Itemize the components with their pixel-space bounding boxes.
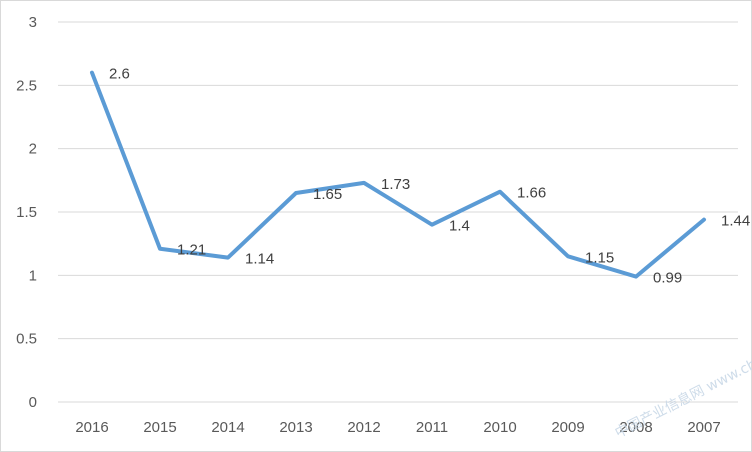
data-label: 2.6 xyxy=(109,66,130,83)
x-tick-label: 2009 xyxy=(551,419,584,436)
data-label: 1.44 xyxy=(721,213,750,230)
x-tick-label: 2007 xyxy=(687,419,720,436)
data-label: 1.4 xyxy=(449,218,470,235)
x-tick-label: 2010 xyxy=(483,419,516,436)
x-tick-label: 2016 xyxy=(75,419,108,436)
x-tick-label: 2012 xyxy=(347,419,380,436)
series-line xyxy=(90,70,706,279)
y-tick-label: 2.5 xyxy=(16,77,37,94)
x-tick-label: 2011 xyxy=(416,419,448,436)
y-tick-label: 1 xyxy=(29,267,37,284)
y-tick-label: 0 xyxy=(29,394,37,411)
data-label: 1.73 xyxy=(381,176,410,193)
data-labels: 2.6 1.21 1.14 1.65 1.73 1.4 1.66 1.15 0.99 1.44 xyxy=(109,66,750,287)
x-axis-ticks: 2016 2015 2014 2013 2012 2011 2010 2009 2008 2007 xyxy=(75,419,720,436)
watermark-text: 中国产业信息网 www.chyxx.com xyxy=(612,328,752,441)
y-axis-ticks: 0 0.5 1 1.5 2 2.5 3 xyxy=(16,14,37,411)
y-tick-label: 0.5 xyxy=(16,331,37,348)
data-label: 0.99 xyxy=(653,270,682,287)
x-tick-label: 2014 xyxy=(211,419,244,436)
data-label: 1.21 xyxy=(177,242,206,259)
series-layer xyxy=(90,70,706,279)
x-tick-label: 2015 xyxy=(143,419,176,436)
y-tick-label: 3 xyxy=(29,14,37,31)
data-label: 1.66 xyxy=(517,185,546,202)
x-tick-label: 2008 xyxy=(619,419,652,436)
gridlines xyxy=(58,21,738,403)
data-label: 1.65 xyxy=(313,186,342,203)
data-label: 1.15 xyxy=(585,249,614,266)
y-tick-label: 2 xyxy=(29,141,37,158)
x-tick-label: 2013 xyxy=(279,419,312,436)
data-label: 1.14 xyxy=(245,251,274,268)
y-tick-label: 1.5 xyxy=(16,204,37,221)
